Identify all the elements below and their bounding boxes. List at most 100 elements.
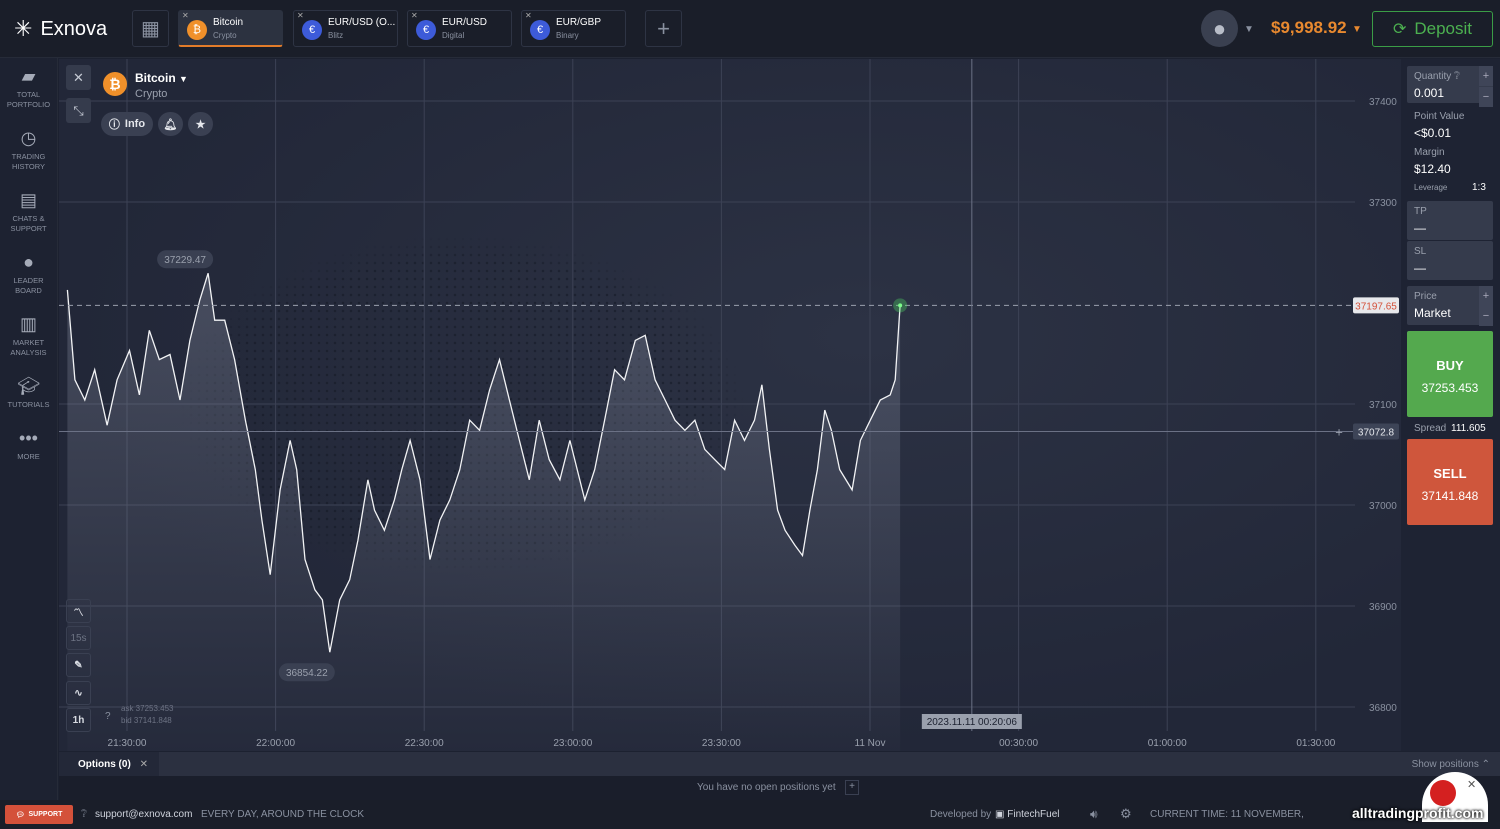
tab-eur-usd[interactable]: ✕ € EUR/USD Digital bbox=[407, 10, 512, 47]
close-tab-icon[interactable]: ✕ bbox=[297, 11, 304, 20]
buy-button[interactable]: BUY 37253.453 bbox=[1407, 331, 1493, 417]
chevron-down-icon[interactable]: ▼ bbox=[1244, 24, 1254, 35]
exnova-logo-icon: ✳ bbox=[14, 16, 33, 41]
developed-by-label: Developed by bbox=[930, 809, 992, 820]
price-line bbox=[66, 273, 901, 653]
margin-label: Margin bbox=[1414, 147, 1445, 158]
chart-type-icon: 〽 bbox=[73, 607, 84, 619]
price-field[interactable]: Price Market + − bbox=[1407, 286, 1493, 326]
current-price-dot bbox=[898, 303, 903, 308]
show-positions-button[interactable]: Show positions ⌃ bbox=[1412, 759, 1490, 770]
tab-subtitle: Binary bbox=[556, 31, 579, 40]
price-value: Market bbox=[1414, 306, 1451, 320]
close-icon[interactable]: ✕ bbox=[1467, 779, 1477, 791]
drawing-tool-button[interactable]: ✎ bbox=[66, 653, 91, 677]
y-tick-label: 37400 bbox=[1369, 97, 1397, 108]
sidebar-item-market-analysis[interactable]: ▥ MARKET ANALYSIS bbox=[0, 306, 57, 368]
indicators-button[interactable]: ∿ bbox=[66, 681, 91, 705]
order-panel: Quantity ❔︎ 0.001 + − Point Value <$0.01 Ma… bbox=[1401, 59, 1500, 751]
sidebar-item-tutorials[interactable]: 🎓︎ TUTORIALS bbox=[0, 368, 57, 420]
options-tab-label: Options (0) bbox=[78, 759, 131, 770]
chat-widget-button[interactable]: ✕ bbox=[1422, 772, 1488, 822]
sidebar-item-trading-history[interactable]: ◷ TRADING HISTORY bbox=[0, 120, 57, 182]
pencil-icon: ✎ bbox=[74, 659, 83, 671]
layout-grid-button[interactable]: ▦ bbox=[132, 10, 169, 47]
price-decrease-button[interactable]: − bbox=[1479, 306, 1493, 326]
leverage-value[interactable]: 1:3 bbox=[1472, 182, 1486, 193]
y-tick-label: 36900 bbox=[1369, 602, 1397, 613]
support-email[interactable]: support@exnova.com bbox=[95, 809, 193, 820]
alert-bell-button[interactable]: 🔔︎ bbox=[158, 112, 183, 136]
avatar[interactable]: ● bbox=[1201, 10, 1238, 47]
interval-button[interactable]: 15s bbox=[66, 626, 91, 650]
close-tab-icon[interactable]: ✕ bbox=[525, 11, 532, 20]
show-positions-label: Show positions bbox=[1411, 759, 1479, 770]
spread-value: 111.605 bbox=[1451, 423, 1486, 434]
sell-button[interactable]: SELL 37141.848 bbox=[1407, 439, 1493, 525]
y-tick-label: 36800 bbox=[1369, 703, 1397, 714]
eur-usd-otc-flag-icon: € bbox=[302, 20, 322, 40]
balance[interactable]: $9,998.92 bbox=[1271, 18, 1347, 37]
support-label: SUPPORT bbox=[28, 811, 63, 818]
favorite-button[interactable]: ★ bbox=[188, 112, 213, 136]
quantity-increase-button[interactable]: + bbox=[1479, 66, 1493, 86]
ask-price: ask 37253.453 bbox=[121, 704, 174, 713]
developer-name[interactable]: ▣ FintechFuel bbox=[995, 809, 1060, 820]
low-price-label: 36854.22 bbox=[286, 668, 328, 679]
collapse-icon[interactable]: ⤡ bbox=[66, 98, 91, 123]
tab-bitcoin[interactable]: ✕ ₿ Bitcoin Crypto bbox=[178, 10, 283, 47]
bitcoin-icon: ₿ bbox=[187, 20, 207, 40]
take-profit-field[interactable]: TP — bbox=[1407, 201, 1493, 240]
quantity-value[interactable]: 0.001 bbox=[1414, 86, 1445, 100]
chevron-up-icon: ⌃ bbox=[1481, 759, 1490, 770]
add-tab-button[interactable]: + bbox=[645, 10, 682, 47]
tp-label: TP bbox=[1414, 206, 1427, 217]
chart-type-button[interactable]: 〽 bbox=[66, 599, 91, 623]
quantity-label: Quantity bbox=[1414, 71, 1452, 82]
price-chart[interactable]: 37400373003710037000369003680021:30:0022… bbox=[59, 59, 1401, 751]
chevron-down-icon[interactable]: ▼ bbox=[1352, 24, 1362, 35]
tab-options[interactable]: Options (0) ✕ bbox=[59, 752, 159, 776]
deposit-icon: ⟳ bbox=[1392, 21, 1407, 38]
info-label: Info bbox=[124, 118, 146, 130]
sidebar-item-label: TOTAL PORTFOLIO bbox=[6, 90, 51, 109]
sidebar-item-label: TUTORIALS bbox=[7, 400, 50, 409]
gear-icon[interactable]: ⚙ bbox=[1120, 806, 1132, 821]
sidebar-item-total-portfolio[interactable]: ▰ TOTAL PORTFOLIO bbox=[0, 58, 57, 120]
price-increase-button[interactable]: + bbox=[1479, 286, 1493, 306]
close-chart-button[interactable]: ✕ bbox=[66, 65, 91, 90]
sidebar-item-leader-board[interactable]: ● LEADER BOARD bbox=[0, 244, 57, 306]
more-dots-icon: ••• bbox=[19, 428, 38, 448]
deposit-button[interactable]: ⟳ Deposit bbox=[1372, 11, 1493, 47]
bitcoin-icon: ₿ bbox=[103, 72, 127, 96]
x-tick-label: 01:00:00 bbox=[1148, 738, 1187, 749]
point-value-label: Point Value bbox=[1414, 111, 1465, 122]
tab-title: EUR/USD (O... bbox=[328, 17, 396, 28]
help-icon[interactable]: ? bbox=[105, 711, 111, 722]
sound-icon[interactable]: 🔊︎ bbox=[1090, 807, 1098, 821]
tab-eur-gbp[interactable]: ✕ € EUR/GBP Binary bbox=[521, 10, 626, 47]
info-button[interactable]: ⓘ Info bbox=[101, 112, 153, 136]
close-tab-icon[interactable]: ✕ bbox=[182, 11, 189, 20]
y-tick-label: 37000 bbox=[1369, 501, 1397, 512]
x-tick-label: 00:30:00 bbox=[999, 738, 1038, 749]
stop-loss-field[interactable]: SL — bbox=[1407, 241, 1493, 280]
leverage-label: Leverage bbox=[1414, 183, 1448, 192]
close-icon[interactable]: ✕ bbox=[139, 759, 148, 770]
quantity-field[interactable]: Quantity ❔︎ 0.001 + − bbox=[1407, 66, 1493, 107]
sidebar-item-chats-support[interactable]: ▤ CHATS & SUPPORT bbox=[0, 182, 57, 244]
logo[interactable]: ✳ Exnova bbox=[14, 16, 107, 42]
support-button[interactable]: 💬︎ SUPPORT bbox=[5, 805, 73, 824]
crosshair-plus-icon: + bbox=[1335, 424, 1343, 439]
tp-value: — bbox=[1414, 221, 1426, 235]
help-icon: ❔︎ bbox=[81, 809, 88, 820]
crosshair-price-label: 37072.8 bbox=[1358, 427, 1395, 438]
tab-eur-usd-otc[interactable]: ✕ € EUR/USD (O... Blitz bbox=[293, 10, 398, 47]
eur-usd-flag-icon: € bbox=[416, 20, 436, 40]
add-position-button[interactable]: + bbox=[845, 780, 859, 795]
quantity-decrease-button[interactable]: − bbox=[1479, 87, 1493, 107]
close-tab-icon[interactable]: ✕ bbox=[411, 11, 418, 20]
clock-icon: ◷ bbox=[20, 128, 37, 148]
timeframe-button[interactable]: 1h bbox=[66, 708, 91, 732]
sidebar-item-more[interactable]: ••• MORE bbox=[0, 420, 57, 482]
